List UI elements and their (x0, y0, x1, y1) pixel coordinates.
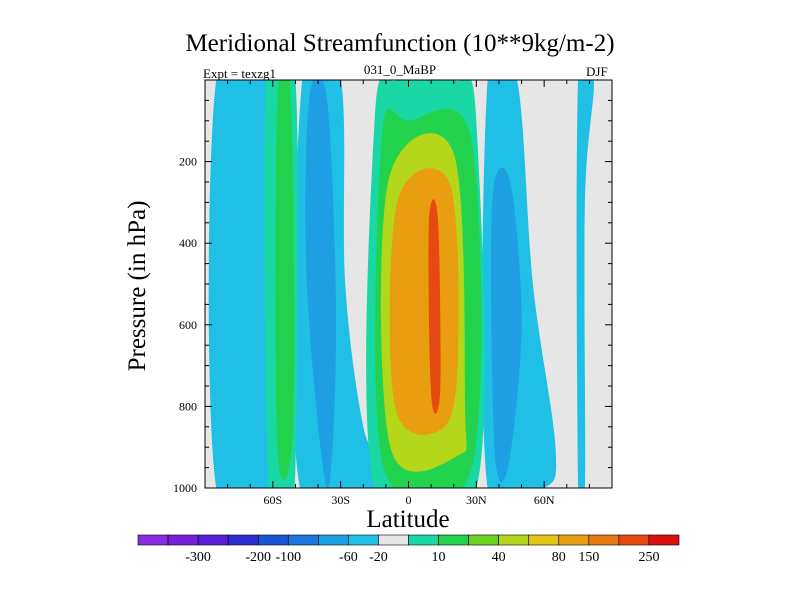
x-tick-label: 30S (331, 493, 350, 507)
colorbar-swatch (528, 534, 560, 546)
contour-region--20 (576, 80, 594, 488)
colorbar-swatch (197, 534, 229, 546)
colorbar-label: -100 (275, 550, 301, 565)
colorbar-swatch (287, 534, 319, 546)
colorbar: -300 -200 -100 -60 -20 10 40 80 150 250 (137, 534, 680, 565)
contour-region-40 (275, 80, 295, 481)
colorbar-swatch (167, 534, 199, 546)
contour-region--60 (490, 167, 522, 483)
contour-region--60 (305, 80, 337, 488)
y-tick-label: 200 (179, 155, 197, 169)
colorbar-swatch (227, 534, 259, 546)
x-tick-label: 60N (534, 493, 555, 507)
colorbar-label: 10 (432, 550, 446, 565)
x-axis-ticks: 60S 30S 0 30N 60N (227, 80, 590, 507)
colorbar-swatch (257, 534, 289, 546)
colorbar-label: 80 (552, 550, 566, 565)
colorbar-swatch (618, 534, 650, 546)
y-axis-ticks: 200 400 600 800 1000 (173, 79, 612, 495)
contour-region-150 (389, 168, 459, 435)
colorbar-swatch (558, 534, 590, 546)
colorbar-swatch (378, 534, 409, 546)
colorbar-swatch (588, 534, 620, 546)
experiment-label: Expt = texzg1 (203, 66, 277, 81)
colorbar-label: -200 (245, 550, 271, 565)
colorbar-label: -300 (185, 550, 211, 565)
colorbar-swatch (318, 534, 349, 546)
season-label: DJF (586, 64, 608, 79)
colorbar-label: 150 (578, 550, 599, 565)
subtitle: 031_0_MaBP (363, 62, 437, 77)
contour-region-250 (428, 199, 441, 414)
contour-fills (208, 80, 594, 488)
colorbar-label: -60 (339, 550, 358, 565)
colorbar-swatch (648, 534, 680, 546)
colorbar-swatch (468, 534, 499, 546)
chart-title: Meridional Streamfunction (10**9kg/m-2) (185, 30, 615, 57)
y-tick-label: 800 (179, 399, 197, 413)
y-tick-label: 400 (179, 236, 197, 250)
colorbar-label: 40 (492, 550, 506, 565)
x-tick-label: 60S (263, 493, 282, 507)
colorbar-swatch (498, 534, 530, 546)
colorbar-swatch (408, 534, 439, 546)
x-tick-label: 0 (406, 493, 412, 507)
colorbar-label: 250 (638, 550, 659, 565)
colorbar-label: -20 (369, 550, 388, 565)
x-tick-label: 30N (466, 493, 487, 507)
colorbar-swatch (348, 534, 379, 546)
x-axis-label: Latitude (366, 506, 450, 533)
y-tick-label: 600 (179, 318, 197, 332)
y-tick-label: 1000 (173, 481, 197, 495)
colorbar-swatch (438, 534, 469, 546)
colorbar-swatch (137, 534, 169, 546)
